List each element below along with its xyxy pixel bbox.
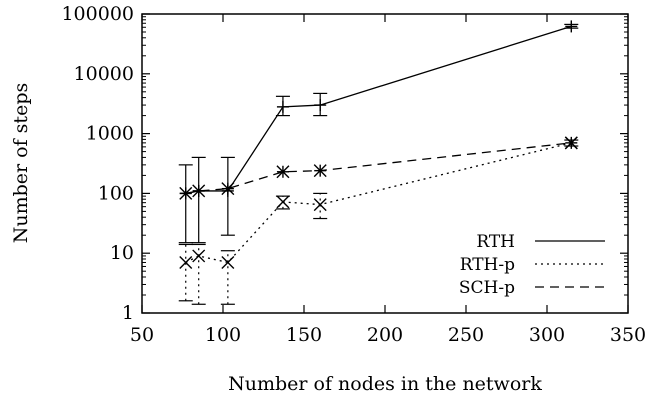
point-marker bbox=[179, 255, 193, 269]
point-marker bbox=[179, 186, 193, 200]
x-tick-label: 50 bbox=[130, 324, 154, 346]
x-axis-label: Number of nodes in the network bbox=[228, 373, 542, 395]
x-tick-label: 200 bbox=[367, 324, 403, 346]
series bbox=[178, 20, 579, 305]
series-line bbox=[185, 142, 572, 264]
x-tick-label: 100 bbox=[205, 324, 241, 346]
y-tick-label: 10 bbox=[110, 242, 134, 264]
x-tick-label: 300 bbox=[529, 324, 565, 346]
y-tick-label: 1 bbox=[122, 302, 134, 324]
y-tick-label: 1000 bbox=[86, 123, 134, 145]
series-line bbox=[185, 142, 572, 195]
x-tick-label: 350 bbox=[610, 324, 646, 346]
series-rth-p bbox=[178, 136, 579, 305]
point-marker bbox=[564, 136, 578, 150]
point-marker bbox=[276, 195, 290, 209]
point-marker bbox=[313, 198, 327, 212]
legend: RTH RTH-p SCH-p bbox=[459, 232, 605, 298]
tick-labels: 50 100 150 200 250 300 350 1 10 100 1000 10000 10000… bbox=[61, 3, 646, 346]
x-tick-label: 250 bbox=[448, 324, 484, 346]
series-rth bbox=[178, 20, 579, 244]
ticks bbox=[141, 13, 629, 314]
legend-label: SCH-p bbox=[459, 278, 515, 298]
y-tick-label: 10000 bbox=[74, 63, 134, 85]
x-tick-label: 150 bbox=[286, 324, 322, 346]
point-marker bbox=[276, 165, 290, 179]
point-marker bbox=[221, 182, 235, 196]
point-marker bbox=[192, 184, 206, 198]
legend-label: RTH-p bbox=[460, 255, 515, 275]
point-marker bbox=[192, 249, 206, 263]
y-axis-label: Number of steps bbox=[10, 83, 32, 243]
series-sch-p bbox=[179, 136, 578, 200]
y-tick-label: 100 bbox=[98, 182, 134, 204]
point-marker bbox=[221, 255, 235, 269]
point-marker bbox=[313, 164, 327, 178]
y-tick-label: 100000 bbox=[61, 3, 134, 25]
series-line bbox=[185, 25, 572, 195]
legend-label: RTH bbox=[476, 232, 515, 252]
